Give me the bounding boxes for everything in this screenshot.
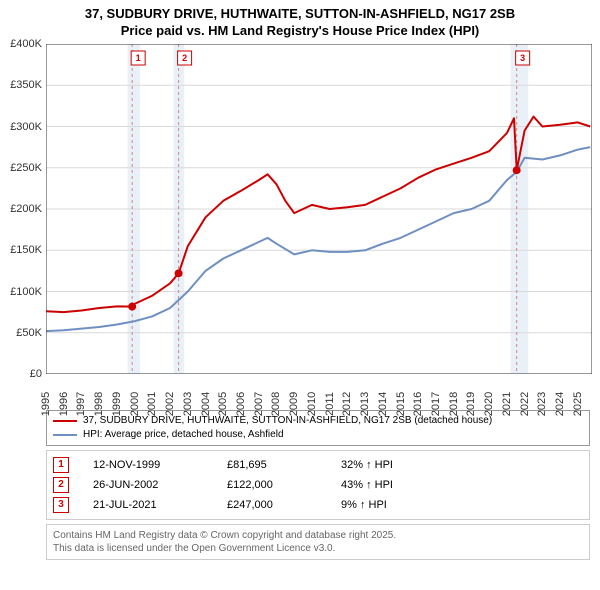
event-pct: 32% ↑ HPI [341,459,583,471]
x-tick-label: 2011 [324,392,336,416]
event-price: £81,695 [227,459,317,471]
chart-title: 37, SUDBURY DRIVE, HUTHWAITE, SUTTON-IN-… [0,0,600,40]
footer-line-1: Contains HM Land Registry data © Crown c… [53,529,583,542]
event-date: 21-JUL-2021 [93,499,203,511]
events-table: 1 12-NOV-1999 £81,695 32% ↑ HPI 2 26-JUN-2002… [46,450,590,520]
x-tick-label: 2009 [288,392,300,416]
x-tick-label: 2019 [465,392,477,416]
legend-swatch [53,434,77,436]
x-tick-label: 2022 [519,392,531,416]
x-axis-labels: 1995199619971998199920002001200220032004… [46,374,592,408]
y-tick-label: £150K [10,244,42,256]
x-tick-label: 2025 [572,392,584,416]
x-tick-label: 2008 [270,392,282,416]
x-tick-label: 2007 [253,392,265,416]
footer-attribution: Contains HM Land Registry data © Crown c… [46,524,590,560]
svg-text:3: 3 [520,53,525,63]
x-tick-label: 2012 [341,392,353,416]
x-tick-label: 2015 [395,392,407,416]
x-tick-label: 2020 [483,392,495,416]
x-tick-label: 2017 [430,392,442,416]
event-marker: 2 [53,477,69,493]
event-row: 1 12-NOV-1999 £81,695 32% ↑ HPI [53,455,583,475]
x-tick-label: 2010 [306,392,318,416]
event-date: 26-JUN-2002 [93,479,203,491]
legend-label: HPI: Average price, detached house, Ashf… [83,428,284,442]
x-tick-label: 2018 [448,392,460,416]
x-tick-label: 2024 [554,392,566,416]
y-tick-label: £350K [10,79,42,91]
y-axis-labels: £0£50K£100K£150K£200K£250K£300K£350K£400… [0,44,44,374]
event-row: 3 21-JUL-2021 £247,000 9% ↑ HPI [53,495,583,515]
y-tick-label: £400K [10,38,42,50]
x-tick-label: 1998 [93,392,105,416]
event-price: £122,000 [227,479,317,491]
x-tick-label: 2016 [412,392,424,416]
x-tick-label: 2006 [235,392,247,416]
event-pct: 43% ↑ HPI [341,479,583,491]
x-tick-label: 2005 [217,392,229,416]
y-tick-label: £50K [16,327,42,339]
legend-row: HPI: Average price, detached house, Ashf… [53,428,583,442]
svg-text:2: 2 [182,53,187,63]
y-tick-label: £300K [10,121,42,133]
svg-text:1: 1 [136,53,141,63]
x-tick-label: 2001 [146,392,158,416]
x-tick-label: 2004 [200,392,212,416]
x-tick-label: 2014 [377,392,389,416]
event-price: £247,000 [227,499,317,511]
x-tick-label: 1995 [40,392,52,416]
x-tick-label: 2013 [359,392,371,416]
title-line-1: 37, SUDBURY DRIVE, HUTHWAITE, SUTTON-IN-… [10,6,590,23]
x-tick-label: 2003 [182,392,194,416]
x-tick-label: 1997 [75,392,87,416]
legend-swatch [53,420,77,422]
event-marker: 3 [53,497,69,513]
chart-svg: 1 2 3 [46,44,592,374]
x-tick-label: 2000 [129,392,141,416]
event-marker: 1 [53,457,69,473]
y-tick-label: £200K [10,203,42,215]
x-tick-label: 2021 [501,392,513,416]
x-tick-label: 2023 [536,392,548,416]
x-tick-label: 1999 [111,392,123,416]
event-date: 12-NOV-1999 [93,459,203,471]
x-tick-label: 1996 [58,392,70,416]
event-pct: 9% ↑ HPI [341,499,583,511]
y-tick-label: £250K [10,162,42,174]
chart-container: 37, SUDBURY DRIVE, HUTHWAITE, SUTTON-IN-… [0,0,600,590]
event-row: 2 26-JUN-2002 £122,000 43% ↑ HPI [53,475,583,495]
chart-plot-area: 1 2 3 [46,44,592,374]
y-tick-label: £0 [30,368,42,380]
y-tick-label: £100K [10,286,42,298]
footer-line-2: This data is licensed under the Open Gov… [53,542,583,555]
x-tick-label: 2002 [164,392,176,416]
title-line-2: Price paid vs. HM Land Registry's House … [10,23,590,40]
